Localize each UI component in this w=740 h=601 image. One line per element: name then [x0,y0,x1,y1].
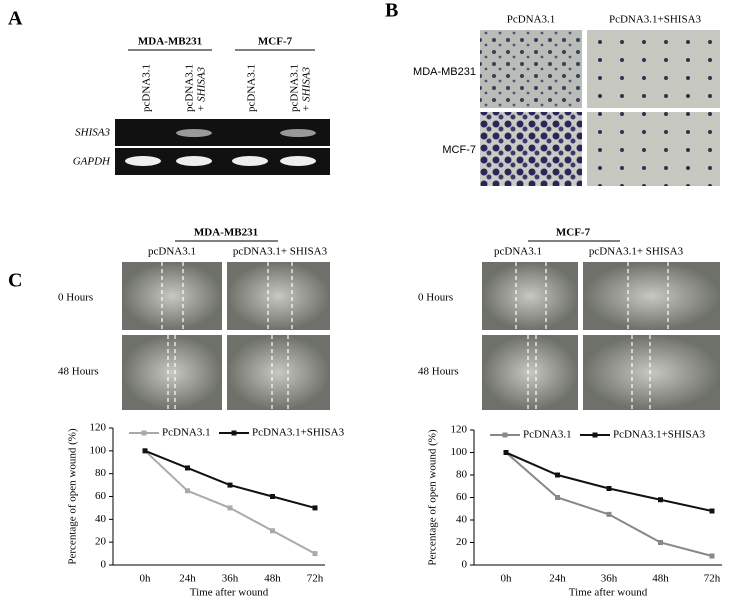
x-tick-label: 0h [140,573,152,585]
column-label: pcDNA3.1 [148,246,196,258]
y-tick-label: 100 [451,446,468,458]
point [606,486,612,491]
point [658,497,663,503]
y-tick-label: 80 [95,467,107,479]
series-line [144,449,316,509]
x-tick-label: 48h [652,573,669,585]
y-tick-label: 120 [451,424,468,436]
x-tick-label: 72h [704,573,721,585]
series-line [144,450,316,555]
x-tick-label: 36h [222,573,239,585]
y-tick-label: 100 [90,444,107,456]
column-label: pcDNA3.1+ SHISA3 [233,246,328,258]
column-label: PcDNA3.1 [507,14,556,26]
legend-label: PcDNA3.1 [162,427,211,439]
point [312,551,318,557]
legend-label: PcDNA3.1 [523,429,572,441]
y-axis-label: Percentage of open wound (%) [67,428,79,565]
x-tick-label: 24h [179,573,196,585]
panel-label: A [8,8,23,30]
point [606,511,612,517]
row-label: MCF-7 [442,144,476,156]
point [270,494,275,499]
column-label: PcDNA3.1+SHISA3 [609,14,702,26]
y-label-group: Percentage of open wound (%) [67,428,79,565]
lane-label: pcDNA3.1 [184,64,196,112]
lane-label: pcDNA3.1 [289,64,301,112]
lane-label: pcDNA3.1 [246,64,258,112]
column-label: pcDNA3.1+ SHISA3 [589,246,684,258]
point [185,465,190,471]
y-tick-label: 60 [456,491,468,503]
legend-label: PcDNA3.1+SHISA3 [252,427,345,439]
legend-swatch [502,432,508,438]
point [142,448,148,454]
y-tick-label: 40 [95,513,107,525]
group-label: MCF-7 [258,36,293,48]
wound-images [122,262,720,410]
row-label: 0 Hours [418,292,453,304]
x-tick-label: 0h [501,573,513,585]
row-label: GAPDH [73,156,111,168]
x-axis-label: Time after wound [569,587,648,599]
x-tick-label: 24h [549,573,566,585]
x-tick-label: 72h [307,573,324,585]
y-tick-label: 60 [95,490,107,502]
point [503,450,509,455]
row-label: MDA-MB231 [413,66,476,78]
point [658,540,663,545]
y-tick-label: 120 [90,422,107,434]
lane-label: + SHISA3 [196,67,208,112]
column-label: pcDNA3.1 [494,246,542,258]
gel [115,119,330,175]
y-tick-label: 0 [101,559,107,571]
legend-swatch [141,430,147,436]
y-tick-label: 20 [95,536,107,548]
lane-label: pcDNA3.1 [141,64,153,112]
row-label: 0 Hours [58,292,93,304]
point [227,482,233,488]
y-label-group: Percentage of open wound (%) [427,429,439,566]
panel-label: B [385,0,398,22]
series-line [505,451,713,512]
y-tick-label: 20 [456,536,468,548]
point [555,495,560,500]
row-label: 48 Hours [58,366,99,378]
microscopy [480,30,720,186]
point [185,488,190,494]
point [270,528,275,534]
y-tick-label: 0 [462,559,468,571]
group-label: MDA-MB231 [194,227,258,239]
group-label: MDA-MB231 [138,36,202,48]
point [709,508,715,514]
point [227,505,233,511]
row-label: SHISA3 [75,127,110,139]
y-axis-label: Percentage of open wound (%) [427,429,439,566]
group-label: MCF-7 [556,227,591,239]
y-tick-label: 80 [456,469,468,481]
point [312,505,318,511]
row-label: 48 Hours [418,366,459,378]
legend-label: PcDNA3.1+SHISA3 [613,429,706,441]
point [709,553,715,559]
lane-label: + SHISA3 [301,67,313,112]
x-tick-label: 48h [264,573,281,585]
legend-swatch [231,430,237,436]
panel-label: C [8,270,22,292]
point [555,472,560,478]
legend-swatch [592,432,598,438]
x-tick-label: 36h [601,573,618,585]
x-axis-label: Time after wound [190,587,269,599]
y-tick-label: 40 [456,514,468,526]
